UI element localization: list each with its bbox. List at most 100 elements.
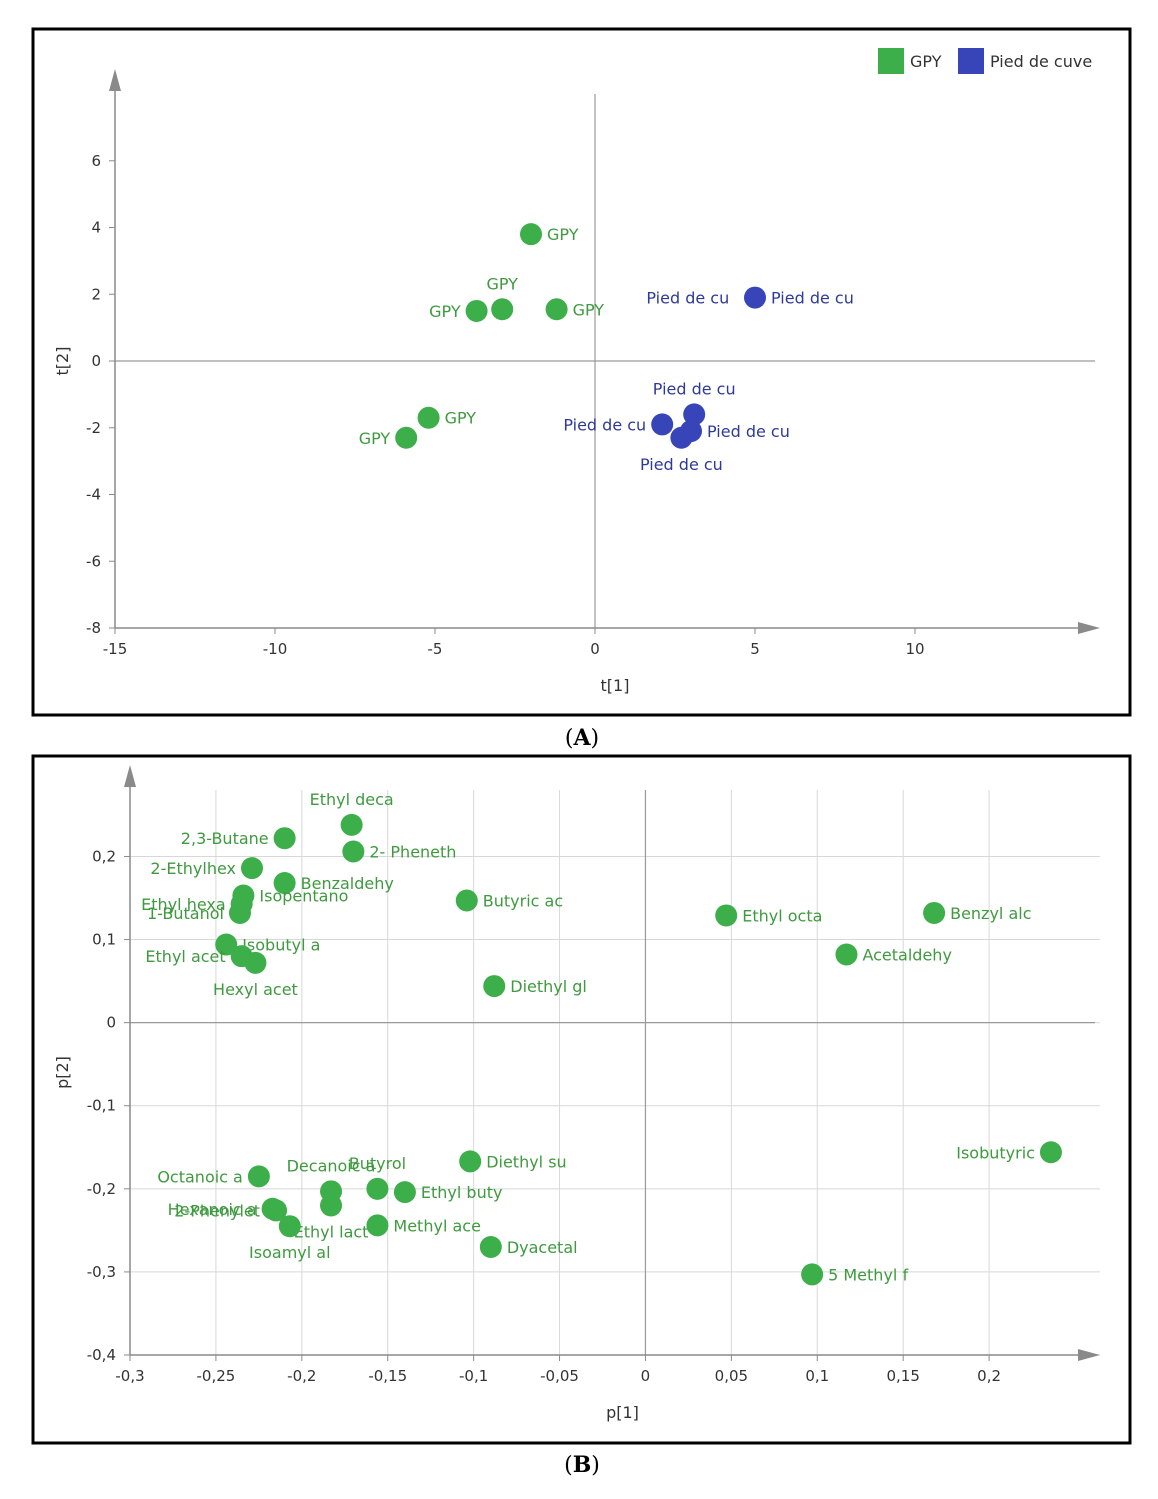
data-label: Pied de cu: [771, 289, 854, 308]
chart-b: -0,3 -0,25 -0,2 -0,15 -0,1 -0,05 0 0,05 0,1 0,15 0…: [31, 754, 1132, 1445]
data-label: GPY: [445, 409, 477, 428]
x-tick-label: -15: [103, 640, 128, 658]
data-point: [651, 413, 674, 436]
data-point: [801, 1263, 824, 1286]
x-tick-label: 0,05: [715, 1367, 748, 1385]
x-tick-label: -0,2: [287, 1367, 316, 1385]
data-point: [228, 901, 251, 924]
data-label: GPY: [573, 300, 605, 319]
data-point: [455, 889, 478, 912]
legend-label: Pied de cuve: [990, 52, 1092, 71]
data-point: [273, 872, 296, 895]
data-label: 5 Methyl f: [828, 1265, 908, 1284]
data-point: [265, 1199, 288, 1222]
data-point: [683, 403, 706, 426]
data-label: Dyacetal: [507, 1238, 578, 1257]
data-point: [1039, 1141, 1062, 1164]
x-tick-label: -10: [263, 640, 288, 658]
data-point: [545, 298, 568, 321]
data-point: [366, 1177, 389, 1200]
data-label: GPY: [486, 274, 518, 293]
legend-label: GPY: [910, 52, 942, 71]
data-point: [273, 827, 296, 850]
legend-swatch: [878, 48, 904, 74]
data-label: 2-Ethylhex: [150, 859, 236, 878]
y-tick-label: -0,1: [87, 1097, 116, 1115]
y-tick-label: 2: [91, 285, 101, 303]
data-point: [342, 840, 365, 863]
y-tick-label: -0,2: [87, 1180, 116, 1198]
y-tick-label: 6: [91, 152, 101, 170]
y-tick-label: -8: [86, 619, 101, 637]
x-tick-label: 5: [750, 640, 760, 658]
data-point: [744, 286, 766, 309]
x-tick-label: -5: [428, 640, 443, 658]
data-label: Hexanoic a: [168, 1200, 257, 1219]
x-tick-label: 0,15: [886, 1367, 919, 1385]
x-tick-label: -0,05: [540, 1367, 579, 1385]
data-point: [340, 813, 363, 836]
data-label: Ethyl deca: [310, 790, 394, 809]
x-tick-label: -0,15: [368, 1367, 407, 1385]
data-point: [366, 1214, 389, 1237]
y-tick-label: -0,3: [87, 1263, 116, 1281]
data-label: Diethyl gl: [510, 977, 587, 996]
data-point: [459, 1150, 482, 1173]
y-axis-title: t[2]: [53, 347, 72, 376]
data-label: 2-Phenylet: [174, 1201, 260, 1220]
data-label: Isobutyl a: [242, 936, 320, 955]
data-label: Benzyl alc: [950, 904, 1031, 923]
x-axis-arrow: [1078, 622, 1100, 634]
data-label: Pied de cu: [640, 455, 723, 474]
chart-frame: [31, 27, 1132, 717]
y-tick-label: -4: [86, 486, 101, 504]
data-label: Acetaldehy: [862, 946, 951, 965]
data-label: Pied de cu: [707, 422, 790, 441]
data-label: Hexyl acet: [213, 980, 298, 999]
x-tick-label: -0,1: [459, 1367, 488, 1385]
data-point: [670, 426, 693, 449]
data-label: Butyrol: [349, 1154, 406, 1173]
data-label: Isobutyric: [956, 1143, 1035, 1162]
data-label: Butyric ac: [483, 892, 563, 911]
caption-b: (B): [564, 1452, 600, 1478]
data-point: [520, 223, 542, 246]
y-tick-label: 0: [91, 352, 101, 370]
data-label: 2- Pheneth: [369, 842, 456, 861]
data-label: Diethyl su: [486, 1152, 567, 1171]
data-point: [244, 951, 267, 974]
data-label: GPY: [359, 429, 391, 448]
data-label: Ethyl acet: [145, 947, 225, 966]
legend-swatch: [958, 48, 984, 74]
y-axis-arrow: [109, 69, 121, 91]
y-axis-title: p[2]: [53, 1056, 72, 1089]
data-point: [491, 298, 514, 321]
data-point: [278, 1215, 301, 1238]
x-tick-label: 0,2: [977, 1367, 1001, 1385]
data-point: [240, 857, 263, 880]
y-tick-label: 0,1: [92, 931, 116, 949]
data-label: Methyl ace: [393, 1216, 481, 1235]
x-tick-label: 10: [905, 640, 924, 658]
data-label: 1-Butanol: [147, 904, 224, 923]
data-point: [923, 901, 946, 924]
y-tick-label: 0: [106, 1014, 116, 1032]
data-point: [247, 1165, 270, 1188]
y-tick-label: -2: [86, 419, 101, 437]
data-label: Ethyl buty: [421, 1183, 503, 1202]
data-label: GPY: [547, 225, 579, 244]
data-label: Benzaldehy: [301, 874, 394, 893]
data-label: Pied de cu: [563, 415, 646, 434]
data-label: GPY: [429, 302, 461, 321]
x-tick-label: 0: [590, 640, 600, 658]
data-label: Ethyl octa: [742, 906, 822, 925]
x-tick-label: -0,3: [115, 1367, 144, 1385]
data-label: Pied de cu: [646, 289, 729, 308]
data-point: [715, 904, 738, 927]
data-label: Isopentano: [259, 887, 348, 906]
data-point: [483, 975, 506, 998]
x-tick-label: 0: [641, 1367, 651, 1385]
data-point: [465, 299, 488, 322]
data-label: Ethyl hexa: [141, 895, 226, 914]
